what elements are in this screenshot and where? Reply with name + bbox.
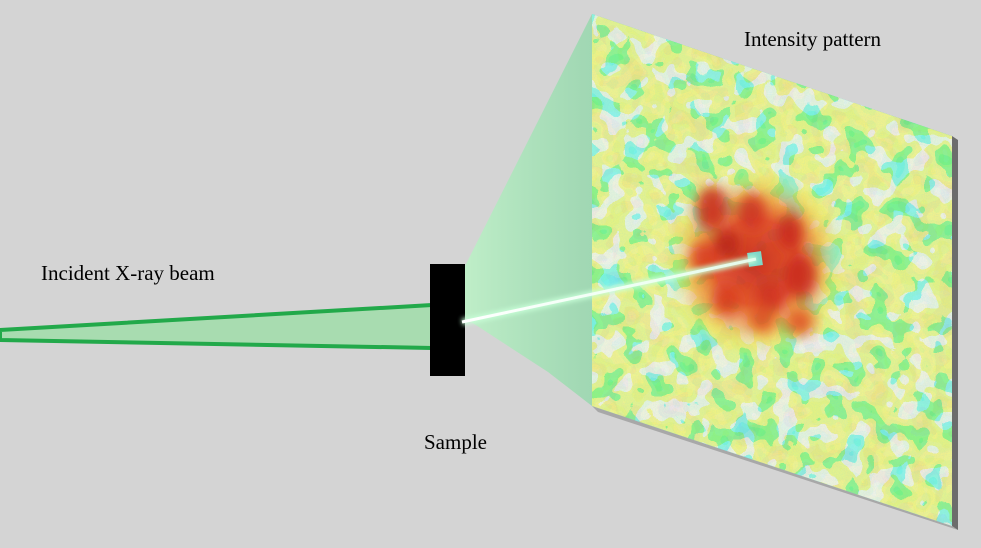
scatter-cone (462, 14, 592, 406)
intensity-pattern-panel (592, 14, 952, 526)
incident-beam-label: Incident X-ray beam (41, 261, 215, 285)
sample-label: Sample (424, 430, 487, 454)
detector-shadow (592, 406, 958, 530)
sample-block (430, 264, 465, 376)
intensity-pattern-label: Intensity pattern (744, 27, 882, 51)
speckle-blobs (691, 186, 816, 336)
transmitted-ray (461, 255, 757, 326)
incident-beam (0, 303, 458, 350)
detector-edge (952, 136, 958, 530)
